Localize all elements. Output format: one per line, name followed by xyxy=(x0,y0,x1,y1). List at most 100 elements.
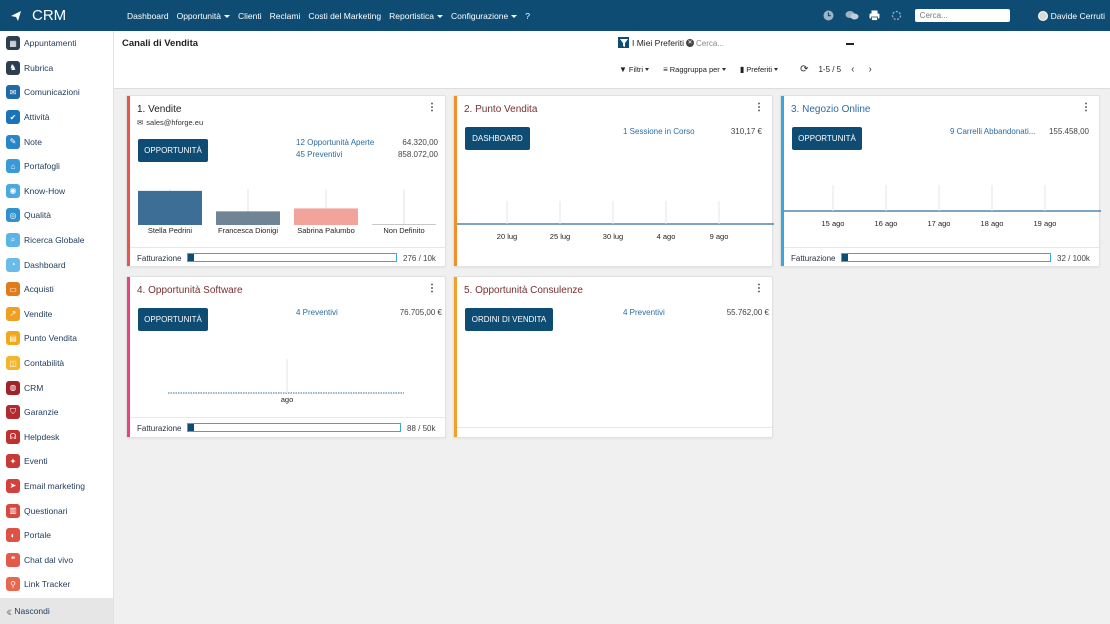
favorites-facet[interactable]: I Miei Preferiti ✕ xyxy=(618,37,694,48)
sidebar-item-crm[interactable]: ◍ CRM xyxy=(0,375,113,400)
favorites-dropdown[interactable]: ▮ Preferiti xyxy=(740,65,779,74)
sidebar-item-punto-vendita[interactable]: ▤ Punto Vendita xyxy=(0,326,113,351)
invoicing-progress-bar[interactable] xyxy=(187,253,397,262)
card-title[interactable]: 2. Punto Vendita xyxy=(464,104,538,115)
bar[interactable] xyxy=(216,211,280,225)
menu-clienti[interactable]: Clienti xyxy=(238,10,262,21)
print-icon[interactable] xyxy=(869,10,881,22)
sidebar-item-vendite[interactable]: ↗ Vendite xyxy=(0,302,113,327)
kebab-menu-icon[interactable]: ⋮ xyxy=(427,283,437,294)
global-search-input[interactable]: Cerca... xyxy=(914,9,1010,22)
brand[interactable]: CRM xyxy=(0,7,118,24)
sidebar-item-label: Appuntamenti xyxy=(24,38,77,49)
app-icon: ◐ xyxy=(6,528,20,543)
x-tick-label: 20 lug xyxy=(497,232,517,241)
opportunita-button[interactable]: OPPORTUNITÀ xyxy=(792,127,862,150)
kanban-card-vendite[interactable]: 1. Vendite ⋮ ✉ sales@hforge.eu OPPORTUNI… xyxy=(126,95,446,267)
sidebar-item-ricerca-globale[interactable]: ⌕ Ricerca Globale xyxy=(0,228,113,253)
open-opportunities-amount: 64.320,00 xyxy=(402,138,438,147)
app-icon: ♞ xyxy=(6,60,20,75)
quotes-link[interactable]: 45 Preventivi xyxy=(296,150,343,159)
kanban-card-punto-vendita[interactable]: 2. Punto Vendita ⋮ DASHBOARD 1 Sessione … xyxy=(453,95,774,267)
sidebar-item-note[interactable]: ✎ Note xyxy=(0,129,113,154)
kebab-menu-icon[interactable]: ⋮ xyxy=(754,102,764,113)
card-title[interactable]: 3. Negozio Online xyxy=(791,104,871,115)
sidebar-item-garanzie[interactable]: ⛉ Garanzie xyxy=(0,400,113,425)
menu-configurazione[interactable]: Configurazione xyxy=(451,11,518,21)
invoicing-value: 32 / 100k xyxy=(1057,254,1090,263)
sidebar-item-portale[interactable]: ◐ Portale xyxy=(0,523,113,548)
sidebar-item-eventi[interactable]: ✦ Eventi xyxy=(0,449,113,474)
sales-line-chart: 15 ago 16 ago 17 ago 18 ago 19 ago xyxy=(784,185,1101,228)
card-title[interactable]: 5. Opportunità Consulenze xyxy=(464,285,583,296)
spinner-icon xyxy=(891,10,903,22)
sidebar-item-label: Portale xyxy=(24,530,51,541)
sidebar-item-acquisti[interactable]: ▭ Acquisti xyxy=(0,277,113,302)
app-icon: ✉ xyxy=(6,85,20,100)
menu-reportistica[interactable]: Reportistica xyxy=(389,11,443,21)
abandoned-carts-link[interactable]: 9 Carrelli Abbandonati... xyxy=(950,127,1036,136)
bar[interactable] xyxy=(138,190,202,225)
menu-help[interactable]: ? xyxy=(525,10,530,21)
menu-dashboard[interactable]: Dashboard xyxy=(127,10,169,21)
quotes-amount: 858.072,00 xyxy=(397,150,438,159)
open-opportunities-link[interactable]: 12 Opportunità Aperte xyxy=(296,138,375,147)
filter-icon: ▼ xyxy=(619,65,627,74)
chevron-left-icon[interactable]: ‹ xyxy=(851,64,855,75)
kanban-card-negozio-online[interactable]: 3. Negozio Online ⋮ OPPORTUNITÀ 9 Carrel… xyxy=(780,95,1101,267)
sidebar-item-contabilit-[interactable]: ◫ Contabilità xyxy=(0,351,113,376)
opportunita-button[interactable]: OPPORTUNITÀ xyxy=(138,308,208,331)
sidebar-item-know-how[interactable]: ◉ Know-How xyxy=(0,179,113,204)
quotes-link[interactable]: 4 Preventivi xyxy=(623,308,665,317)
sidebar-item-label: Vendite xyxy=(24,308,53,319)
sales-orders-button[interactable]: ORDINI DI VENDITA xyxy=(465,308,553,331)
sidebar-item-chat-dal-vivo[interactable]: ❝ Chat dal vivo xyxy=(0,547,113,572)
opportunita-button[interactable]: OPPORTUNITÀ xyxy=(138,139,208,162)
refresh-icon[interactable]: ⟳ xyxy=(800,64,809,75)
sidebar-item-portafogli[interactable]: ⌂ Portafogli xyxy=(0,154,113,179)
sidebar-item-label: Questionari xyxy=(24,505,68,516)
sidebar-hide-button[interactable]: ‹‹ Nascondi xyxy=(0,598,113,624)
dashboard-button[interactable]: DASHBOARD xyxy=(465,127,530,150)
sidebar-item-email-marketing[interactable]: ➤ Email marketing xyxy=(0,474,113,499)
sidebar-item-comunicazioni[interactable]: ✉ Comunicazioni xyxy=(0,80,113,105)
groupby-dropdown[interactable]: ≡ Raggruppa per xyxy=(663,65,726,74)
kebab-menu-icon[interactable]: ⋮ xyxy=(1081,102,1091,113)
sidebar-item-dashboard[interactable]: ◔ Dashboard xyxy=(0,252,113,277)
kebab-menu-icon[interactable]: ⋮ xyxy=(754,283,764,294)
toggle-searchpanel-icon[interactable] xyxy=(846,43,854,45)
pager-value[interactable]: 1-5 / 5 xyxy=(818,65,842,74)
chevron-right-icon[interactable]: › xyxy=(868,64,872,75)
bar[interactable] xyxy=(294,208,358,225)
sidebar-item-attivit-[interactable]: ✔ Attività xyxy=(0,105,113,130)
x-tick-label: 30 lug xyxy=(603,232,623,241)
menu-reclami[interactable]: Reclami xyxy=(269,10,301,21)
menu-opportunita[interactable]: Opportunità xyxy=(177,11,231,21)
search-input[interactable]: Cerca... xyxy=(696,39,725,48)
quotes-link[interactable]: 4 Preventivi xyxy=(296,308,338,317)
kebab-menu-icon[interactable]: ⋮ xyxy=(427,102,437,113)
filters-dropdown[interactable]: ▼ Filtri xyxy=(619,65,650,74)
invoicing-progress-bar[interactable] xyxy=(187,423,401,432)
sidebar-item-link-tracker[interactable]: ⚲ Link Tracker xyxy=(0,572,113,597)
sidebar-item-helpdesk[interactable]: ☊ Helpdesk xyxy=(0,425,113,450)
card-title[interactable]: 4. Opportunità Software xyxy=(137,285,243,296)
sidebar-item-questionari[interactable]: ▥ Questionari xyxy=(0,498,113,523)
card-title[interactable]: 1. Vendite xyxy=(137,104,182,115)
remove-facet-icon[interactable]: ✕ xyxy=(685,38,694,47)
app-icon: ◔ xyxy=(6,257,20,272)
open-session-link[interactable]: 1 Sessione in Corso xyxy=(623,127,695,136)
sidebar-item-qualit-[interactable]: ◎ Qualità xyxy=(0,203,113,228)
bar[interactable] xyxy=(372,224,436,225)
menu-costi-marketing[interactable]: Costi del Marketing xyxy=(308,10,382,21)
kanban-card-opportunita-software[interactable]: 4. Opportunità Software ⋮ OPPORTUNITÀ 4 … xyxy=(126,276,446,438)
user-menu[interactable]: Davide Cerruti xyxy=(1037,10,1105,21)
clock-icon[interactable] xyxy=(823,10,835,22)
abandoned-carts-amount: 155.458,00 xyxy=(1048,127,1089,136)
chat-icon[interactable] xyxy=(845,10,859,22)
invoicing-label: Fatturazione xyxy=(791,254,836,263)
invoicing-progress-bar[interactable] xyxy=(841,253,1051,262)
sidebar-item-rubrica[interactable]: ♞ Rubrica xyxy=(0,56,113,81)
sidebar-item-appuntamenti[interactable]: ▦ Appuntamenti xyxy=(0,31,113,56)
kanban-card-opportunita-consulenze[interactable]: 5. Opportunità Consulenze ⋮ ORDINI DI VE… xyxy=(453,276,773,438)
